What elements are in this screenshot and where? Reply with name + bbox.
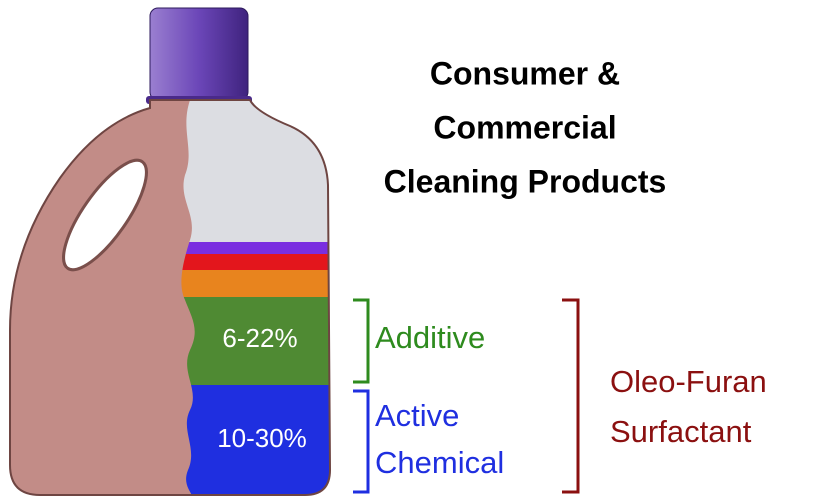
active-bracket [353,391,368,492]
additive-label: Additive [375,320,485,355]
bottle-cap [150,8,248,100]
additive-bracket [353,300,368,382]
surfactant-label: Oleo-Furan [610,364,767,399]
active-range: 10-30% [217,423,307,453]
layer-orange [170,270,340,297]
title-line: Consumer & [430,55,620,91]
layer-red [170,254,340,270]
surfactant-label: Surfactant [610,414,752,449]
additive-range: 6-22% [222,323,297,353]
active-label: Active [375,398,459,433]
layer-purple [170,242,340,254]
bottle: 6-22% 10-30% [0,8,340,497]
diagram: 6-22% 10-30% Consumer & Commercial Clean… [0,0,817,497]
surfactant-bracket [562,300,578,492]
layer-empty [170,100,340,242]
title-line: Commercial [433,109,616,145]
title-line: Cleaning Products [384,163,667,199]
active-label: Chemical [375,445,504,480]
